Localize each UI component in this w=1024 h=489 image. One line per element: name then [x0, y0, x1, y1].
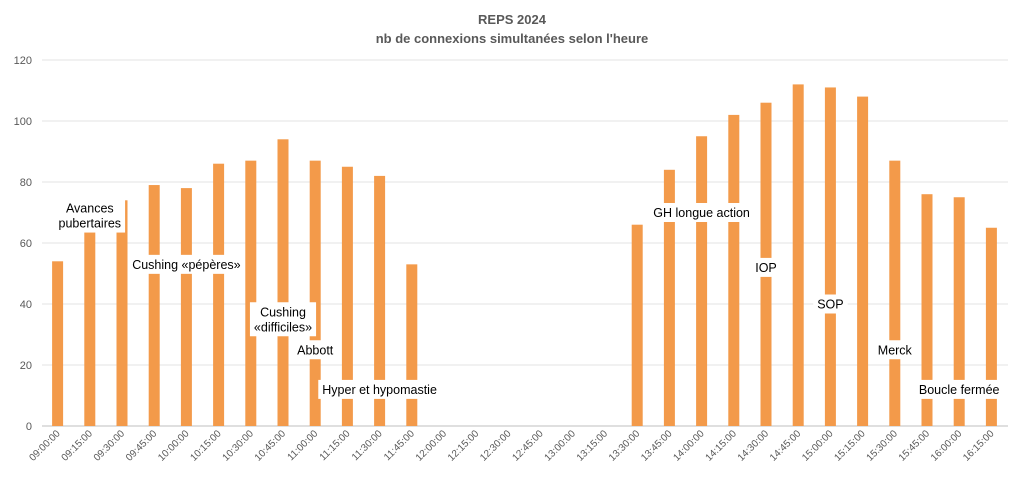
annotation-label: Cushing«difficiles»: [249, 302, 317, 337]
annotation-box: [128, 254, 245, 274]
bar: [309, 160, 321, 426]
annotation-text: GH longue action: [653, 206, 750, 220]
annotation-box: [318, 379, 441, 399]
bar: [213, 163, 225, 426]
annotation-label: GH longue action: [649, 203, 754, 222]
x-tick-label: 13:45:00: [639, 428, 675, 464]
x-tick-label: 16:15:00: [961, 428, 997, 464]
bar: [857, 96, 869, 426]
bar: [663, 169, 675, 427]
bar: [696, 136, 708, 426]
x-tick-label: 13:30:00: [607, 428, 643, 464]
annotation-text: Cushing «pépères»: [132, 258, 240, 272]
y-tick-label: 20: [20, 360, 32, 372]
annotation-label: IOP: [751, 257, 781, 277]
annotation-text: pubertaires: [59, 217, 122, 231]
x-tick-label: 12:15:00: [446, 428, 482, 464]
annotation-text: IOP: [755, 261, 777, 275]
bar: [406, 264, 418, 426]
y-tick-label: 0: [26, 421, 32, 433]
bar: [792, 84, 804, 427]
bar: [889, 160, 901, 426]
x-tick-label: 12:30:00: [478, 428, 514, 464]
annotation-box: [914, 379, 1004, 399]
x-tick-label: 09:30:00: [92, 428, 128, 464]
annotation-label: Boucle fermée: [914, 379, 1004, 399]
y-axis: 0 20 40 60 80 100 120: [14, 55, 32, 433]
x-tick-label: 14:45:00: [768, 428, 804, 464]
annotation-label: SOP: [813, 294, 848, 314]
x-tick-label: 13:15:00: [575, 428, 611, 464]
bar: [245, 160, 257, 426]
annotation-label: Cushing «pépères»: [128, 254, 245, 274]
x-tick-label: 14:00:00: [671, 428, 707, 464]
y-tick-label: 120: [14, 55, 32, 67]
x-tick-label: 12:45:00: [510, 428, 546, 464]
bar: [116, 200, 128, 426]
x-tick-label: 11:15:00: [318, 428, 353, 463]
y-tick-label: 80: [20, 177, 32, 189]
y-tick-label: 40: [20, 299, 32, 311]
annotation-label: Merck: [873, 340, 916, 360]
annotation-box: [249, 302, 317, 337]
x-tick-label: 10:15:00: [188, 428, 224, 464]
bar: [921, 194, 933, 426]
x-tick-label: 15:30:00: [865, 428, 901, 464]
y-tick-label: 100: [14, 116, 32, 128]
x-axis: 09:00:0009:15:0009:30:0009:45:0010:00:00…: [27, 428, 996, 464]
x-tick-label: 10:45:00: [253, 428, 289, 464]
annotation-label: Abbott: [293, 340, 338, 360]
bar: [985, 227, 997, 426]
annotation-label: Hyper et hypomastie: [318, 379, 441, 399]
bar: [148, 185, 160, 426]
bar: [341, 166, 353, 426]
bar: [374, 175, 386, 426]
x-tick-label: 13:00:00: [543, 428, 579, 464]
annotation-text: SOP: [817, 298, 843, 312]
annotation-text: Cushing: [260, 305, 306, 319]
annotation-text: Merck: [878, 343, 913, 357]
annotation-box: [293, 340, 338, 360]
x-tick-label: 15:15:00: [832, 428, 868, 464]
x-tick-label: 10:00:00: [156, 428, 192, 464]
x-tick-label: 14:30:00: [736, 428, 772, 464]
annotation-text: «difficiles»: [254, 320, 312, 334]
bar: [84, 230, 96, 426]
bar: [180, 188, 192, 426]
annotation-text: Boucle fermée: [919, 383, 1000, 397]
x-tick-label: 14:15:00: [704, 428, 740, 464]
chart-title: REPS 2024: [478, 12, 547, 27]
y-tick-label: 60: [20, 238, 32, 250]
bar: [52, 261, 64, 426]
annotation-box: [54, 198, 126, 233]
bar: [824, 87, 836, 426]
bar: [631, 224, 643, 426]
annotation-box: [873, 340, 916, 360]
annotation-text: Hyper et hypomastie: [322, 383, 437, 397]
x-tick-label: 15:00:00: [800, 428, 836, 464]
gridlines: [42, 59, 1008, 427]
x-tick-label: 11:45:00: [382, 428, 417, 463]
x-tick-label: 11:30:00: [350, 428, 385, 463]
x-tick-label: 15:45:00: [897, 428, 933, 464]
x-tick-label: 09:45:00: [124, 428, 160, 464]
x-tick-label: 11:00:00: [286, 428, 321, 463]
chart-subtitle: nb de connexions simultanées selon l'heu…: [376, 31, 649, 46]
x-tick-label: 16:00:00: [929, 428, 965, 464]
annotation-text: Abbott: [297, 343, 334, 357]
bar: [953, 197, 965, 426]
bar: [277, 139, 289, 427]
annotation-box: [751, 257, 781, 277]
bar: [728, 114, 740, 427]
x-tick-label: 09:15:00: [60, 428, 96, 464]
annotation-text: Avances: [66, 202, 114, 216]
x-tick-label: 10:30:00: [221, 428, 257, 464]
annotation-box: [813, 294, 848, 314]
annotation-box: [649, 203, 754, 222]
x-tick-label: 12:00:00: [414, 428, 450, 464]
x-tick-label: 09:00:00: [27, 428, 63, 464]
